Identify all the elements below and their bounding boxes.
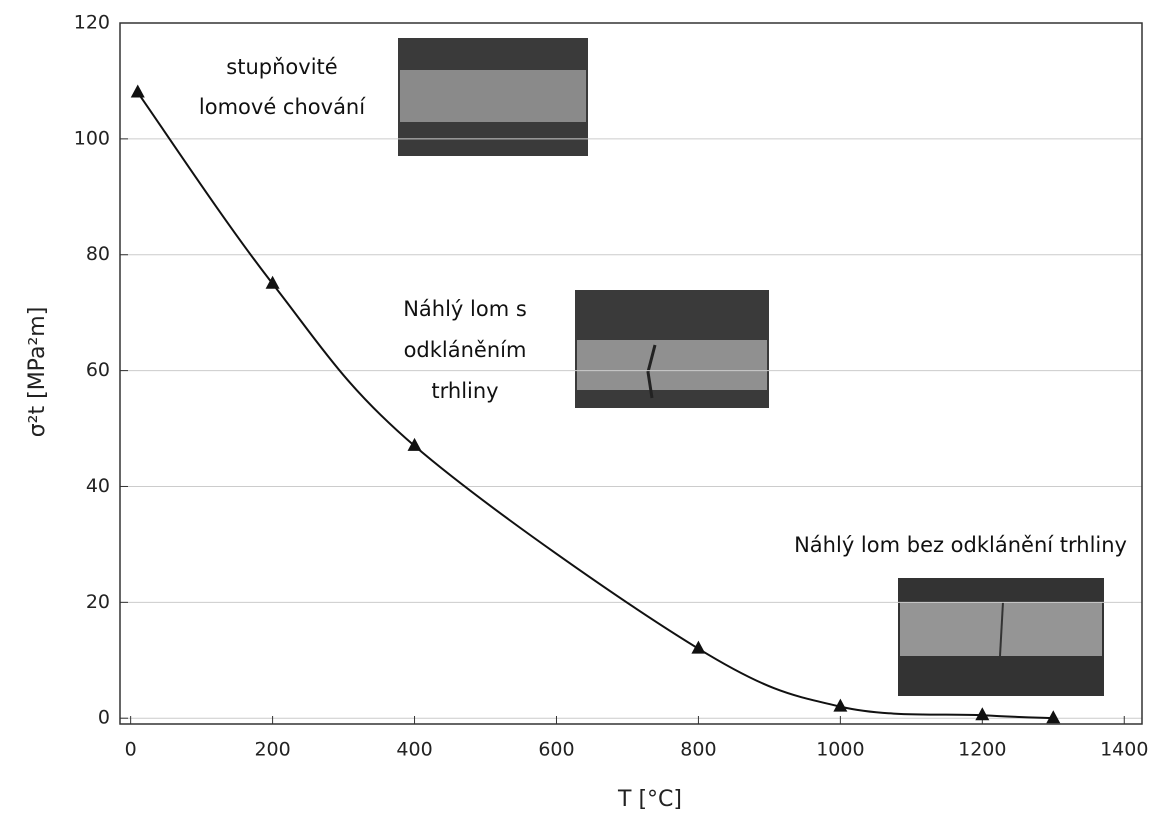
annotation: Náhlý lom s <box>403 297 527 321</box>
photo-specimen <box>400 70 586 122</box>
x-tick-label: 600 <box>538 739 574 761</box>
crack <box>646 344 657 399</box>
marker <box>833 698 848 712</box>
plot-frame <box>119 22 1143 725</box>
annotation: lomové chování <box>199 95 366 119</box>
marker <box>265 275 280 289</box>
marker <box>407 437 422 451</box>
marker <box>691 640 706 654</box>
photo-specimen <box>577 340 767 390</box>
curve <box>136 91 1054 720</box>
annotation: stupňovité <box>226 55 337 79</box>
y-tick-label: 80 <box>86 243 110 265</box>
marker <box>1046 710 1061 724</box>
y-tick-label: 40 <box>86 475 110 497</box>
y-tick-label: 120 <box>74 12 110 34</box>
y-axis-label: σ²t [MPa²m] <box>25 307 50 438</box>
marker <box>130 84 145 98</box>
x-tick-label: 0 <box>125 739 137 761</box>
y-tick-label: 20 <box>86 591 110 613</box>
x-tick-label: 400 <box>396 739 432 761</box>
x-axis-label: T [°C] <box>617 787 682 812</box>
annotation: odkláněním <box>404 338 527 362</box>
y-tick-label: 0 <box>98 707 110 729</box>
x-tick-label: 1000 <box>816 739 864 761</box>
y-tick-label: 100 <box>74 127 110 149</box>
annotation: trhliny <box>431 379 498 403</box>
x-tick-label: 200 <box>254 739 290 761</box>
x-tick-label: 1400 <box>1100 739 1148 761</box>
annotation: Náhlý lom bez odklánění trhliny <box>794 533 1127 557</box>
x-tick-label: 1200 <box>958 739 1006 761</box>
marker <box>975 707 990 721</box>
y-tick-label: 60 <box>86 359 110 381</box>
x-tick-label: 800 <box>680 739 716 761</box>
crack <box>999 601 1004 657</box>
